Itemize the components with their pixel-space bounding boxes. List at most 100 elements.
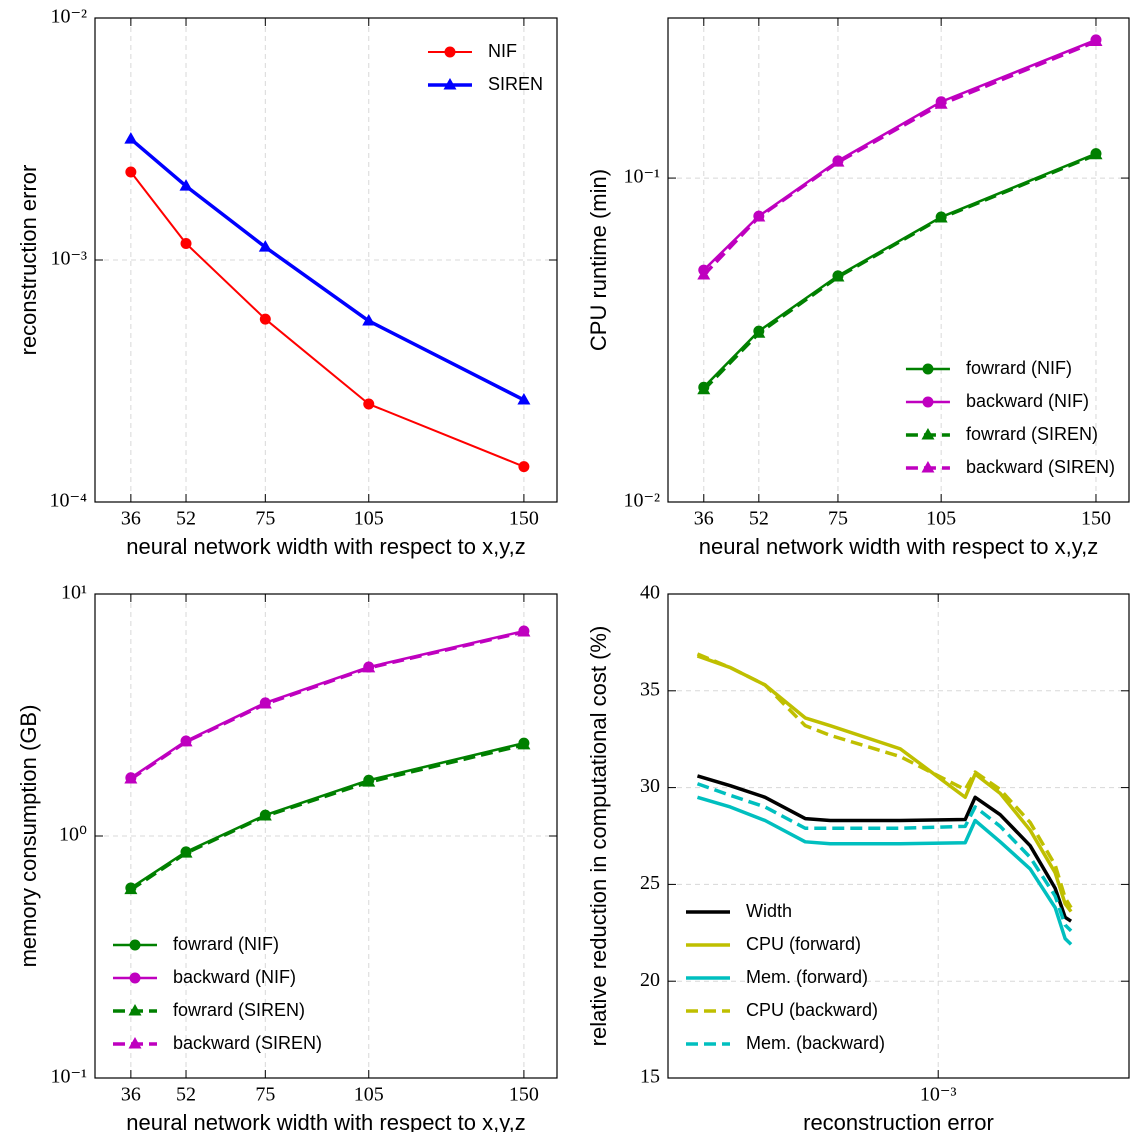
legend-label: fowrard (NIF) [173,934,279,954]
legend-label: fowrard (NIF) [966,358,1072,378]
y-tick-label: 10¹ [61,582,87,604]
marker [922,363,934,375]
data-line [130,741,525,889]
y-tick-label: 10⁻² [623,490,660,512]
marker [179,846,193,858]
y-axis-label: memory consumption (GB) [16,705,41,968]
marker [124,132,138,144]
x-tick-label: 75 [255,508,275,530]
marker [443,78,457,90]
y-tick-label: 10⁻¹ [50,1066,87,1088]
marker [179,734,193,747]
x-tick-label: 36 [694,508,714,530]
y-tick-label: 10⁰ [59,824,87,846]
marker [179,179,193,191]
marker [831,269,845,282]
data-line [130,629,525,779]
marker [128,1004,142,1016]
subplot: 10⁻¹ 10⁰ 10¹ 36 52 75 105 150 neural network wid… [16,582,558,1132]
legend-label: CPU (forward) [746,934,861,954]
data-line [702,152,1097,389]
marker [259,313,271,325]
marker [258,697,272,709]
legend-label: backward (SIREN) [173,1033,322,1053]
marker [1089,147,1103,160]
legend-label: fowrard (SIREN) [966,424,1098,444]
legend-label: backward (SIREN) [966,457,1115,477]
y-tick-label: 40 [640,582,660,604]
data-line [696,774,1073,923]
x-tick-label: 150 [509,508,539,530]
marker [362,775,376,787]
x-tick-label: 150 [1081,508,1111,530]
marker [124,772,138,784]
legend: fowrard (NIF) backward (NIF) fowrard (SIRE… [905,358,1115,477]
legend: Width CPU (forward) Mem. (forward) CPU (bac… [686,901,885,1053]
marker [934,97,948,109]
y-tick-label: 30 [640,775,660,797]
y-tick-label: 25 [640,872,660,894]
axes-frame [667,17,1130,503]
data-line [696,654,1073,913]
marker [258,240,272,252]
legend-label: Mem. (backward) [746,1033,885,1053]
marker [1089,34,1103,47]
marker [125,166,137,178]
x-tick-label: 36 [121,508,141,530]
marker [752,210,766,222]
data-line [130,171,525,468]
marker [517,737,531,750]
x-axis-label: neural network width with respect to x,y… [126,1110,525,1132]
y-tick-label: 35 [640,678,660,700]
marker [922,396,934,408]
y-tick-label: 20 [640,969,660,991]
marker [697,268,711,280]
legend: NIF SIREN [427,41,543,94]
marker [921,461,935,473]
data-line [696,652,1073,909]
subplot: 15 20 25 30 35 40 10⁻³ reconstruction error rela… [586,582,1130,1132]
data-line [696,782,1073,933]
marker [258,808,272,821]
axes-frame [667,593,1130,1079]
x-tick-label: 105 [926,508,956,530]
y-tick-label: 10⁻¹ [623,166,660,188]
legend-label: backward (NIF) [966,391,1089,411]
x-tick-label: 75 [828,508,848,530]
marker [697,382,711,395]
data-line [702,38,1097,271]
marker [752,326,766,338]
marker [517,624,531,637]
legend-label: fowrard (SIREN) [173,1000,305,1020]
y-axis-label: CPU runtime (min) [586,169,611,351]
x-axis-label: neural network width with respect to x,y… [699,534,1098,559]
x-axis-label: reconstruction error [803,1110,994,1132]
y-tick-label: 10⁻² [50,6,87,28]
subplot: 10⁻⁴ 10⁻³ 10⁻² 36 52 75 105 150 neural network w… [16,6,558,559]
legend-label: Mem. (forward) [746,967,868,987]
legend: fowrard (NIF) backward (NIF) fowrard (SIRE… [113,934,322,1053]
marker [129,972,141,984]
marker [363,398,375,410]
axes-frame [94,17,558,503]
x-tick-label: 150 [509,1084,539,1106]
y-tick-label: 10⁻⁴ [49,490,87,512]
marker [362,660,376,673]
legend-label: CPU (backward) [746,1000,878,1020]
marker [444,46,456,58]
marker [362,313,376,326]
marker [129,939,141,951]
y-axis-label: reconstruction error [16,165,41,356]
marker [518,461,530,473]
x-tick-label: 10⁻³ [920,1084,957,1106]
x-tick-label: 105 [354,1084,384,1106]
legend-label: backward (NIF) [173,967,296,987]
x-tick-label: 36 [121,1084,141,1106]
legend-label: Width [746,901,792,921]
x-tick-label: 52 [749,508,769,530]
data-line [702,153,1097,392]
legend-label: SIREN [488,74,543,94]
y-axis-label: relative reduction in computational cost… [586,626,611,1047]
x-tick-label: 52 [176,508,196,530]
